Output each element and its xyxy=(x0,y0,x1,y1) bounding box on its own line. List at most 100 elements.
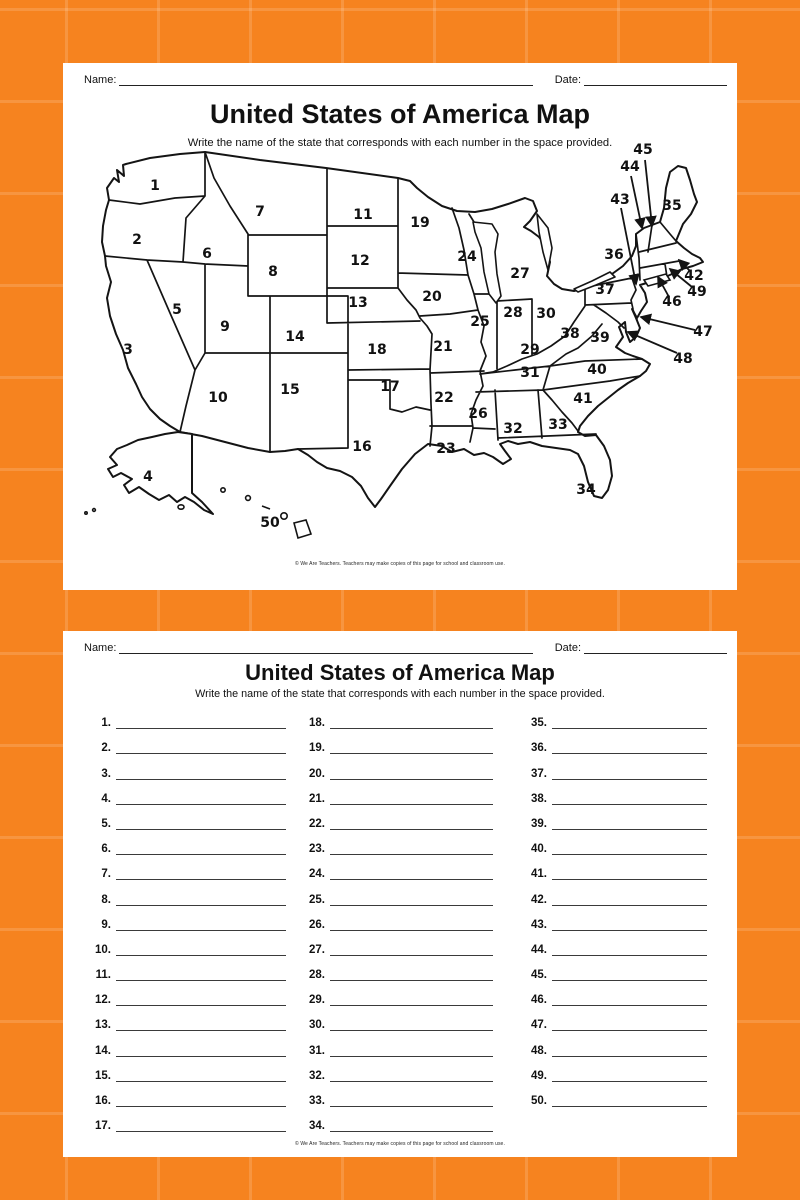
answer-blank-line xyxy=(116,1092,286,1107)
map-state-number: 40 xyxy=(587,362,607,378)
answer-list-item: 44. xyxy=(515,931,707,956)
name-blank-line xyxy=(119,640,533,654)
answer-column-3: 35. 36. 37. 38. 39. 40. 41. 42. 43. 44. 45. 46. 47. 4… xyxy=(515,704,707,1107)
map-state-number: 7 xyxy=(255,204,265,220)
answer-blank-line xyxy=(552,840,707,856)
lake-huron xyxy=(536,213,553,271)
answer-list-item: 38. xyxy=(515,780,707,805)
map-state-number: 6 xyxy=(202,246,212,262)
answer-blank-line xyxy=(330,714,493,730)
answer-blank-line xyxy=(116,916,286,931)
answer-list-item: 12. xyxy=(79,981,286,1007)
answer-list-item: 5. xyxy=(79,805,286,830)
name-label: Name: xyxy=(84,74,117,86)
answer-blank-line xyxy=(116,840,286,856)
answer-number: 24. xyxy=(309,868,325,881)
answer-number: 20. xyxy=(309,767,325,780)
date-blank-line xyxy=(584,72,727,86)
answer-list-item: 31. xyxy=(293,1031,493,1057)
name-blank-line xyxy=(119,72,533,86)
map-state-number: 45 xyxy=(633,142,652,158)
hawaii-island xyxy=(220,486,227,493)
answer-list-item: 6. xyxy=(79,830,286,856)
answer-list-item: 15. xyxy=(79,1057,286,1082)
answer-number: 43. xyxy=(531,918,547,931)
answer-blank-line xyxy=(552,916,707,931)
map-state-number: 1 xyxy=(150,178,160,194)
answer-number: 49. xyxy=(531,1069,547,1082)
answer-blank-line xyxy=(330,891,493,906)
answer-list-item: 47. xyxy=(515,1006,707,1032)
name-date-row: Name: Date: xyxy=(84,72,727,86)
page-title: United States of America Map xyxy=(209,99,591,129)
answer-blank-line xyxy=(330,1092,493,1107)
arrow-45-new-hampshire xyxy=(644,159,657,228)
worksheet-page-answers: Name: Date: United States of America Map… xyxy=(63,631,737,1157)
answer-blank-line xyxy=(116,891,286,906)
answer-blank-line xyxy=(330,916,493,931)
map-state-number: 46 xyxy=(662,294,681,310)
answer-number: 14. xyxy=(95,1044,111,1057)
answer-list-item: 30. xyxy=(293,1006,493,1032)
answer-list-item: 45. xyxy=(515,956,707,982)
map-state-number: 20 xyxy=(422,289,442,305)
map-state-number: 33 xyxy=(548,417,567,433)
us-map: 1234567891011121314151617181920212223242… xyxy=(84,142,713,540)
copyright-footer: © We Are Teachers. Teachers may make cop… xyxy=(295,1141,505,1147)
answer-list-item: 20. xyxy=(293,754,493,780)
answer-number: 41. xyxy=(531,868,547,881)
answer-number: 44. xyxy=(531,943,547,956)
answer-list-item: 18. xyxy=(293,704,493,730)
lake-michigan xyxy=(472,221,502,304)
answer-blank-line xyxy=(330,966,493,982)
answer-blank-line xyxy=(116,1042,286,1057)
answer-number: 19. xyxy=(309,742,325,755)
aleutian-island xyxy=(91,507,97,513)
map-number-labels: 1234567891011121314151617181920212223242… xyxy=(123,142,713,531)
answer-number: 38. xyxy=(531,792,547,805)
answer-blank-line xyxy=(330,790,493,805)
answer-number: 42. xyxy=(531,893,547,906)
answer-number: 2. xyxy=(101,742,111,755)
map-state-number: 24 xyxy=(457,249,477,265)
copyright-footer: © We Are Teachers. Teachers may make cop… xyxy=(295,561,505,567)
answer-number: 40. xyxy=(531,843,547,856)
answer-list-item: 1. xyxy=(79,704,286,730)
answer-list-item: 36. xyxy=(515,729,707,755)
answer-list-item: 41. xyxy=(515,855,707,881)
map-state-number: 3 xyxy=(123,342,133,358)
answer-list-item: 35. xyxy=(515,704,707,730)
answer-column-1: 1. 2. 3. 4. 5. 6. 7. 8. 9. 10. 11. 12. 13. 14. 15. 16. 1… xyxy=(79,704,286,1133)
map-state-number: 32 xyxy=(503,421,522,437)
answer-number: 45. xyxy=(531,969,547,982)
answer-blank-line xyxy=(116,865,286,881)
answer-list-item: 16. xyxy=(79,1082,286,1107)
answer-list-item: 37. xyxy=(515,754,707,780)
answer-blank-line xyxy=(330,1042,493,1057)
map-state-number: 27 xyxy=(510,266,529,282)
answer-number: 9. xyxy=(101,918,111,931)
map-state-number: 2 xyxy=(132,232,142,248)
answer-blank-line xyxy=(116,790,286,805)
answer-list-item: 7. xyxy=(79,855,286,881)
map-state-number: 23 xyxy=(436,441,455,457)
answer-blank-line xyxy=(116,966,286,982)
answer-list-item: 27. xyxy=(293,931,493,956)
map-state-number: 42 xyxy=(684,268,703,284)
answer-number: 27. xyxy=(309,943,325,956)
map-state-number: 5 xyxy=(172,302,182,318)
answer-number: 28. xyxy=(309,969,325,982)
map-state-number: 19 xyxy=(410,215,429,231)
map-state-number: 21 xyxy=(433,339,452,355)
answer-number: 34. xyxy=(309,1120,325,1133)
map-state-number: 22 xyxy=(434,390,453,406)
map-state-number: 50 xyxy=(260,515,280,531)
answer-list-item: 23. xyxy=(293,830,493,856)
map-state-number: 10 xyxy=(208,390,228,406)
answer-blank-line xyxy=(552,865,707,881)
answer-list-item: 43. xyxy=(515,906,707,931)
answer-list-item: 26. xyxy=(293,906,493,931)
answer-blank-line xyxy=(330,1067,493,1082)
answer-list-item: 2. xyxy=(79,729,286,755)
